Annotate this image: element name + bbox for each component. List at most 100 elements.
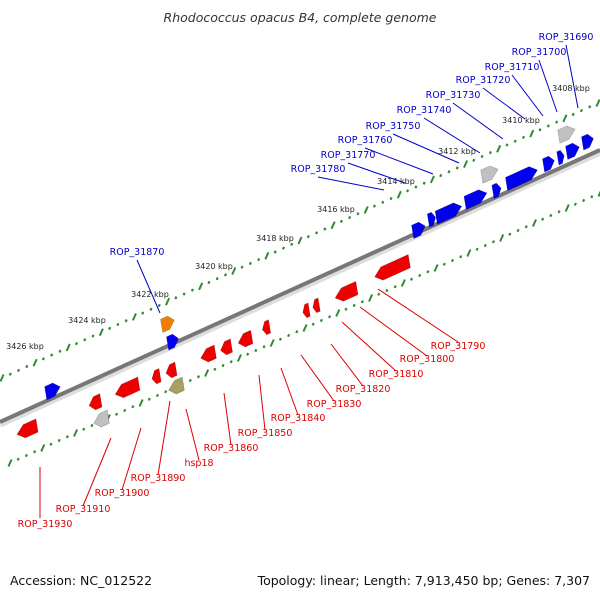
bottom-tick-mark — [24, 453, 28, 458]
bottom-tick-mark — [433, 264, 439, 272]
top-tick-mark — [339, 219, 343, 224]
top-tick-mark — [297, 236, 303, 245]
label-leader-lines — [39, 44, 579, 518]
leader-line — [157, 400, 171, 476]
bottom-tick-mark — [246, 352, 250, 356]
top-tick-mark — [595, 99, 600, 107]
bottom-tick-mark — [123, 408, 127, 413]
forward-gene-arrow — [542, 155, 555, 173]
leader-line — [364, 147, 434, 175]
reverse-gene-arrow — [302, 302, 311, 319]
genome-summary-text: Topology: linear; Length: 7,913,450 bp; … — [257, 573, 590, 588]
leader-line — [185, 408, 200, 461]
top-tick-mark — [124, 319, 128, 323]
top-tick-mark — [447, 170, 451, 174]
bottom-tick-mark — [541, 217, 545, 221]
highlighted-gene-box — [160, 315, 175, 333]
bottom-tick-mark — [164, 390, 168, 394]
bottom-tick-mark — [459, 255, 463, 259]
top-tick-mark — [529, 129, 535, 138]
top-tick-mark — [281, 246, 285, 250]
leader-line — [341, 321, 397, 372]
bottom-tick-mark — [393, 285, 397, 289]
top-tick-mark — [264, 251, 270, 260]
bottom-tick-mark — [302, 324, 308, 332]
bottom-tick-mark — [82, 427, 86, 431]
reverse-gene-arrow — [334, 280, 359, 302]
bottom-tick-mark — [73, 429, 79, 437]
leader-line — [359, 306, 428, 357]
kbp-label: 3420 kbp — [195, 262, 233, 271]
gene-label: ROP_31760 — [338, 135, 393, 146]
highlighted-gene-box — [168, 376, 185, 395]
top-tick-mark — [91, 334, 95, 338]
kbp-label: 3408 kbp — [552, 84, 590, 93]
top-tick-mark — [381, 200, 385, 204]
bottom-tick-mark — [335, 309, 341, 317]
bottom-tick-mark — [352, 303, 356, 308]
top-tick-mark — [207, 280, 211, 285]
gene-label: ROP_31740 — [397, 105, 452, 116]
bottom-tick-mark — [16, 457, 20, 461]
gene-label: ROP_31780 — [291, 164, 346, 175]
kbp-label: 3414 kbp — [377, 177, 415, 186]
top-tick-mark — [306, 235, 310, 239]
leader-line — [317, 176, 385, 191]
gene-label: ROP_31820 — [336, 384, 391, 395]
leader-line — [330, 343, 364, 387]
kbp-label: 3422 kbp — [131, 290, 169, 299]
bottom-tick-mark — [400, 279, 406, 287]
bottom-tick-mark — [360, 300, 364, 304]
leader-line — [377, 288, 459, 343]
forward-gene-arrow — [411, 221, 426, 239]
top-tick-mark — [389, 196, 393, 201]
reverse-gene-arrow — [200, 344, 217, 363]
top-tick-mark — [521, 135, 526, 140]
top-tick-mark — [323, 227, 327, 231]
bottom-tick-mark — [196, 375, 201, 379]
gene-label: ROP_31930 — [18, 519, 73, 530]
top-tick-mark — [363, 206, 369, 214]
top-tick-mark — [98, 328, 104, 337]
top-tick-mark — [8, 372, 12, 376]
bottom-tick-mark — [319, 318, 323, 323]
reverse-gene-arrow — [220, 338, 233, 356]
bottom-tick-mark — [311, 322, 315, 326]
top-tick-mark — [588, 105, 592, 109]
gene-label: ROP_31910 — [56, 504, 111, 515]
gene-label: ROP_31860 — [204, 443, 259, 454]
bottom-tick-mark — [49, 442, 53, 446]
top-tick-mark — [480, 154, 484, 159]
leader-line — [258, 374, 266, 431]
top-tick-mark — [157, 303, 161, 308]
top-tick-mark — [231, 267, 237, 275]
bottom-tick-mark — [466, 249, 472, 257]
top-tick-mark — [50, 353, 54, 357]
accession-text: Accession: NC_012522 — [10, 573, 153, 588]
bottom-tick-mark — [524, 225, 528, 229]
leader-line — [392, 133, 460, 164]
gene-label: ROP_31840 — [271, 413, 326, 424]
bottom-tick-mark — [385, 288, 389, 293]
top-tick-mark — [108, 326, 112, 330]
bottom-tick-mark — [368, 294, 374, 302]
bottom-tick-mark — [557, 210, 561, 214]
leader-line — [452, 102, 504, 140]
forward-gene-arrow — [166, 333, 179, 351]
bottom-tick-mark — [229, 360, 233, 364]
bottom-tick-mark — [475, 247, 479, 251]
bottom-tick-mark — [483, 243, 487, 248]
leader-line — [280, 367, 299, 416]
leader-line — [511, 74, 544, 117]
top-tick-mark — [414, 185, 418, 189]
bottom-tick-mark — [155, 393, 160, 398]
top-tick-mark — [356, 212, 360, 216]
bottom-tick-mark — [40, 444, 46, 452]
leader-line — [423, 117, 481, 154]
top-tick-mark — [131, 312, 137, 321]
reverse-gene-arrow — [165, 361, 178, 379]
top-tick-mark — [513, 139, 517, 143]
top-tick-mark — [182, 292, 186, 296]
leader-line — [121, 427, 142, 491]
reverse-gene-arrow — [151, 368, 162, 385]
